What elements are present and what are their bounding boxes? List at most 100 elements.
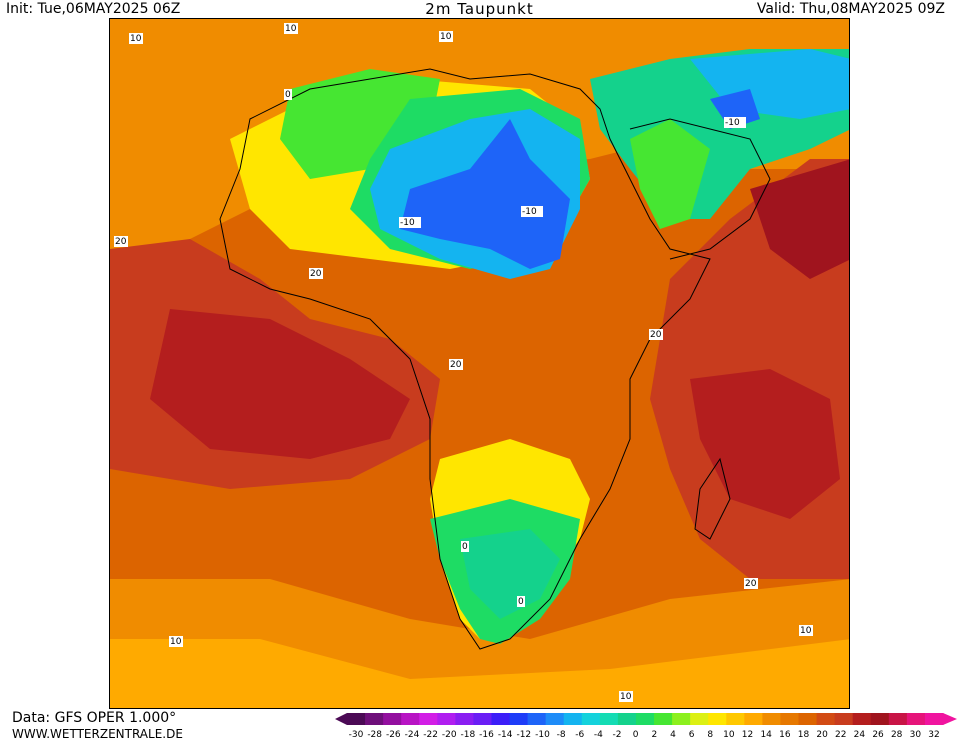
valid-time: Valid: Thu,08MAY2025 09Z	[756, 1, 945, 17]
legend-swatch	[473, 713, 492, 725]
color-legend: -30 -28 -26 -24 -22 -20 -18 -16 -14 -12 -10 -8 -6 -4-…	[335, 713, 957, 740]
contour-label: 10	[620, 692, 632, 702]
legend-swatch	[654, 713, 673, 725]
arabia-coastline	[629, 118, 771, 260]
legend-swatch	[798, 713, 818, 725]
indian-ocean-hot-core	[690, 369, 840, 519]
legend-tick-label: -10	[535, 730, 550, 740]
contour-label: 0	[285, 90, 291, 100]
legend-arrow-right	[943, 713, 957, 725]
legend-tick-label: 8	[707, 730, 713, 740]
legend-tick-label: 32	[928, 730, 939, 740]
contour-label: 0	[518, 597, 524, 607]
legend-swatch	[491, 713, 511, 725]
madagascar-coastline	[694, 457, 731, 540]
legend-swatch	[527, 713, 547, 725]
legend-ticks: -30 -28 -26 -24 -22 -20 -18 -16 -14 -12 -10 -8 -6 -4-…	[349, 730, 940, 740]
legend-tick-label: 28	[891, 730, 903, 740]
init-time: Init: Tue,06MAY2025 06Z	[6, 1, 181, 17]
atlantic-hot-core	[150, 309, 410, 459]
arabia-edge	[630, 119, 710, 229]
legend-tick-label: -2	[613, 730, 622, 740]
website-credit: WWW.WETTERZENTRALE.DE	[12, 727, 183, 741]
legend-tick-label: -18	[461, 730, 476, 740]
legend-swatch	[437, 713, 456, 725]
legend-tick-label: -20	[442, 730, 457, 740]
sahara-very-dry	[400, 119, 570, 269]
map-title: 2m Taupunkt	[425, 0, 534, 18]
legend-tick-label: 18	[798, 730, 810, 740]
contour-label: 10	[440, 32, 452, 42]
legend-swatch	[455, 713, 474, 725]
dewpoint-map: 10 10 10 20 20 0 -10 -10 -10 20 20 0 0 2…	[109, 18, 850, 709]
legend-swatch	[365, 713, 384, 725]
legend-tick-label: 26	[872, 730, 884, 740]
legend-swatch	[599, 713, 619, 725]
arabian-sea-hot-core	[750, 159, 849, 279]
southern-ocean-cool	[110, 639, 849, 708]
contour-label: -10	[522, 207, 537, 217]
africa-coastline	[219, 68, 711, 650]
legend-tick-label: -16	[479, 730, 494, 740]
legend-tick-label: -14	[498, 730, 513, 740]
legend-swatch	[852, 713, 872, 725]
legend-tick-label: 14	[760, 730, 772, 740]
legend-swatch	[383, 713, 402, 725]
legend-swatches	[335, 713, 957, 725]
legend-tick-label: 30	[910, 730, 922, 740]
legend-swatch	[347, 713, 366, 725]
legend-arrow-left	[335, 713, 347, 725]
legend-swatch	[401, 713, 420, 725]
legend-tick-label: -22	[423, 730, 438, 740]
legend-swatch	[419, 713, 438, 725]
southern-africa-driest	[460, 529, 560, 619]
legend-swatch	[581, 713, 601, 725]
legend-swatch	[708, 713, 727, 725]
legend-swatch	[563, 713, 583, 725]
contour-labels: 10 10 10 20 20 0 -10 -10 -10 20 20 0 0 2…	[114, 23, 813, 702]
legend-tick-label: -30	[349, 730, 364, 740]
contour-label: 20	[650, 330, 662, 340]
legend-swatch	[617, 713, 637, 725]
legend-tick-label: -28	[367, 730, 382, 740]
legend-tick-label: 2	[651, 730, 657, 740]
legend-swatch	[870, 713, 890, 725]
legend-tick-label: 12	[742, 730, 753, 740]
iran-very-dry	[710, 89, 760, 129]
data-source: Data: GFS OPER 1.000°	[12, 710, 177, 726]
legend-swatch	[762, 713, 781, 725]
contour-label: 10	[800, 626, 812, 636]
legend-swatch	[888, 713, 908, 725]
contour-label: 20	[115, 237, 127, 247]
contour-label: 10	[285, 24, 297, 34]
legend-swatch	[834, 713, 854, 725]
contour-label: 20	[450, 360, 462, 370]
legend-swatch	[780, 713, 800, 725]
contour-label: 10	[130, 34, 142, 44]
legend-tick-label: -12	[516, 730, 531, 740]
contour-label: 0	[462, 542, 468, 552]
contour-label: -10	[725, 118, 740, 128]
legend-tick-label: 6	[689, 730, 695, 740]
legend-tick-label: -6	[575, 730, 584, 740]
legend-swatch	[816, 713, 836, 725]
legend-swatch	[672, 713, 691, 725]
legend-swatch	[924, 713, 944, 725]
contour-label: 20	[310, 269, 322, 279]
legend-swatch	[726, 713, 745, 725]
contour-label: 20	[745, 579, 757, 589]
legend-swatch	[635, 713, 655, 725]
legend-swatch	[744, 713, 763, 725]
legend-swatch	[509, 713, 529, 725]
legend-tick-label: 0	[633, 730, 639, 740]
legend-tick-label: -24	[405, 730, 420, 740]
legend-tick-label: 16	[779, 730, 791, 740]
legend-tick-label: 22	[835, 730, 846, 740]
legend-tick-label: 4	[670, 730, 676, 740]
legend-swatch	[690, 713, 709, 725]
legend-swatch	[906, 713, 926, 725]
contour-label: 10	[170, 637, 182, 647]
legend-tick-label: 20	[816, 730, 828, 740]
contour-label: -10	[400, 218, 415, 228]
legend-tick-label: -26	[386, 730, 401, 740]
